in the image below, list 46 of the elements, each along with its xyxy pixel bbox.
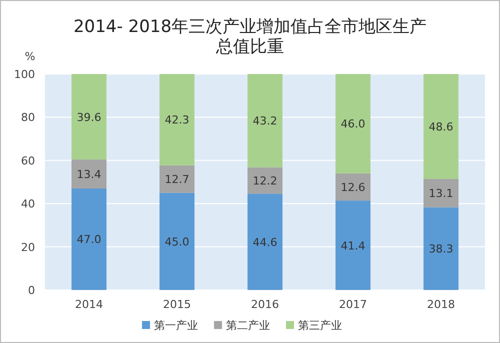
bar [336,200,370,290]
bar [160,165,194,193]
data-label: 46.0 [340,118,366,131]
y-tick-label: 60 [21,154,35,168]
bar [336,74,370,174]
data-label: 42.3 [164,114,190,127]
y-tick-label: 20 [21,240,35,254]
data-label: 39.6 [76,110,102,124]
bar [160,74,194,166]
legend-label: 第三产业 [298,319,342,332]
title: 2014- 2018年三次产业增加值占全市地区生产总值比重 [73,17,427,57]
x-tick-label: 2015 [163,298,191,311]
x-tick-label: 2017 [339,298,367,311]
data-label: 12.2 [252,174,278,188]
x-tick-label: 2016 [251,298,279,311]
bar [72,188,106,290]
bar [248,74,282,168]
bar [72,160,106,188]
bar [424,74,458,179]
data-label: 45.0 [164,235,190,248]
x-tick-label: 2014 [75,298,103,311]
bar [72,74,106,160]
legend-label: 第二产业 [226,319,270,332]
bar [424,207,458,290]
bar [424,178,458,208]
bar [160,192,194,290]
data-label: 13.1 [428,187,454,200]
data-label: 47.0 [76,233,102,246]
y-tick-label: 0 [28,284,35,297]
data-label: 38.3 [428,242,454,256]
data-label: 12.7 [164,173,190,186]
data-label: 44.6 [252,236,278,249]
data-label: 13.4 [76,168,102,182]
legend-label: 第一产业 [154,319,198,332]
data-label: 41.4 [340,239,366,252]
y-axis-title: % [24,50,36,63]
bar [336,173,370,201]
y-tick-label: 80 [21,111,35,124]
bar [248,194,282,290]
data-label: 48.6 [428,120,454,134]
y-tick-label: 40 [21,198,35,211]
y-tick-label: 100 [14,68,35,81]
data-label: 43.2 [252,114,278,128]
bar [248,167,282,194]
data-label: 12.6 [340,180,366,194]
x-tick-label: 2018 [427,298,455,311]
